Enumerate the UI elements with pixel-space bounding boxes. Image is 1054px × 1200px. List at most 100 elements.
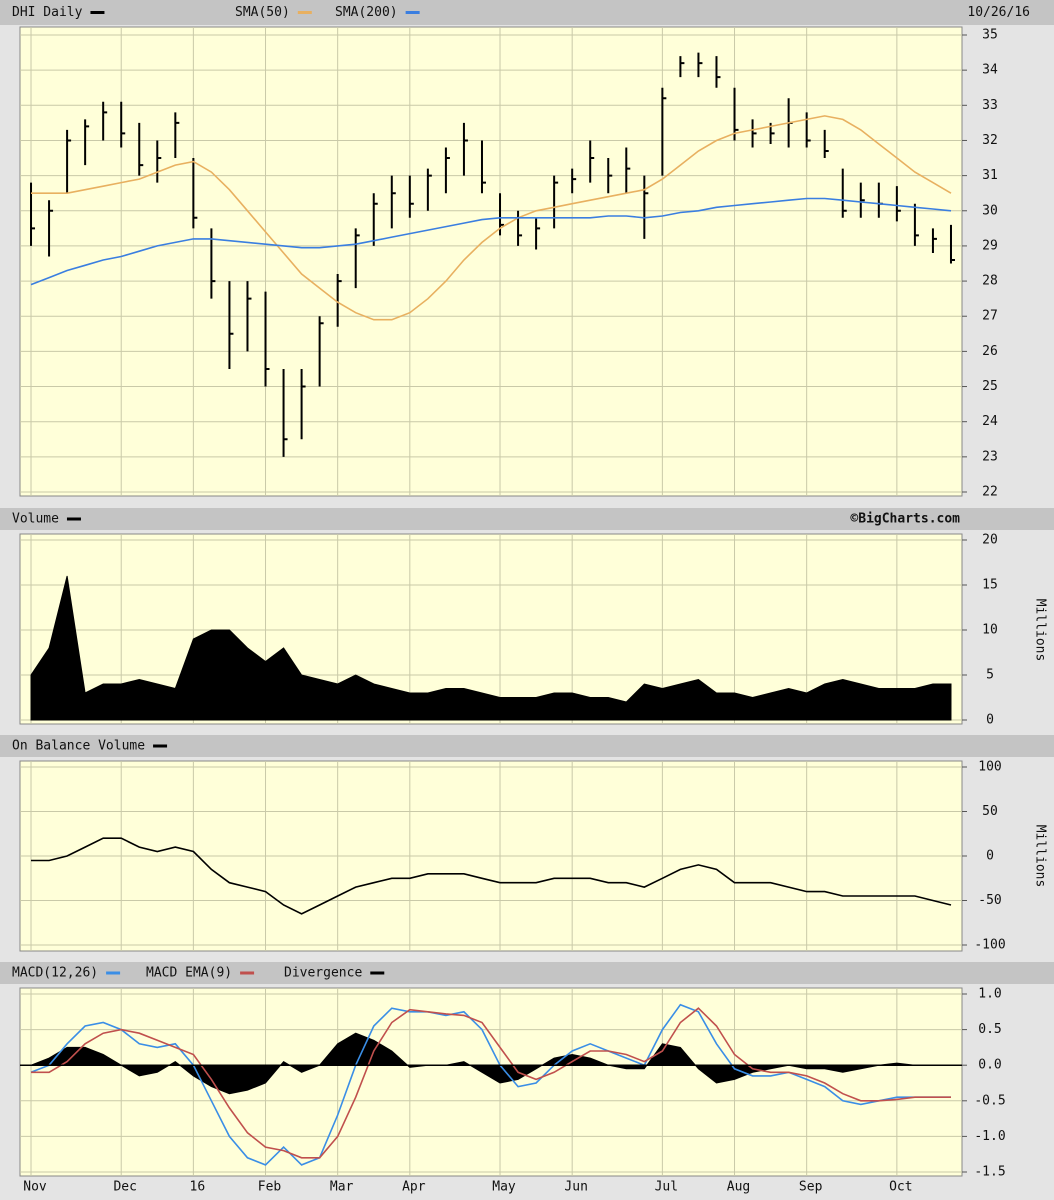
price-bar	[480, 140, 486, 194]
price-bar	[264, 291, 270, 387]
price-bar	[841, 168, 847, 218]
price-bar	[354, 228, 360, 289]
price-bar	[895, 186, 901, 222]
series-area	[30, 575, 952, 721]
x-tick-label: Jul	[655, 1180, 678, 1195]
y-tick-label: 0	[986, 713, 994, 728]
x-tick-label: Aug	[727, 1180, 750, 1195]
price-bar	[733, 87, 739, 141]
legend-label: MACD EMA(9)	[146, 966, 232, 981]
series-line	[31, 837, 952, 915]
price-bar	[823, 129, 829, 159]
price-bar	[517, 210, 523, 246]
price-bar	[210, 228, 216, 299]
y-tick-label: 27	[982, 309, 998, 324]
y-tick-label: -100	[974, 938, 1005, 953]
y-tick-label: 5	[986, 668, 994, 683]
y-tick-label: 1.0	[978, 987, 1001, 1002]
legend-label: Volume	[12, 512, 59, 527]
y-tick-label: -1.5	[974, 1165, 1005, 1180]
price-bar	[390, 175, 396, 229]
price-bar	[949, 224, 955, 264]
price-bar	[282, 368, 288, 457]
y-tick-label: 0.0	[978, 1058, 1001, 1073]
panel-header	[0, 962, 1054, 984]
price-bar	[246, 281, 252, 352]
price-bar	[571, 168, 577, 194]
y-tick-label: -50	[978, 893, 1001, 908]
y-axis-label: Millions	[1033, 825, 1048, 888]
y-tick-label: 35	[982, 28, 998, 43]
y-tick-label: 22	[982, 485, 998, 500]
price-bar	[66, 129, 72, 194]
series-area	[30, 1032, 951, 1095]
price-bar	[228, 281, 234, 369]
price-bar	[661, 87, 667, 176]
x-tick-label: Dec	[113, 1180, 136, 1195]
price-bar	[336, 274, 342, 327]
price-bar	[120, 101, 126, 148]
price-bar	[102, 101, 108, 141]
price-bar	[751, 119, 757, 148]
price-bar	[156, 140, 162, 183]
price-bar	[408, 175, 414, 218]
panel-header	[0, 0, 1054, 25]
price-bar	[715, 56, 721, 88]
price-bar	[697, 52, 703, 78]
legend-label: SMA(200)	[335, 5, 398, 20]
price-bar	[174, 112, 180, 159]
y-tick-label: 15	[982, 578, 998, 593]
price-bar	[300, 368, 306, 440]
plot-area	[19, 26, 963, 497]
price-bar	[859, 182, 865, 218]
price-bar	[138, 122, 144, 176]
chart-date: 10/26/16	[967, 5, 1030, 20]
price-bar	[535, 217, 541, 250]
price-bar	[84, 119, 90, 166]
plot-area	[19, 987, 963, 1177]
price-bar	[192, 158, 198, 229]
price-bar	[462, 122, 468, 176]
panel-header	[0, 735, 1054, 757]
y-tick-label: 100	[978, 760, 1001, 775]
watermark: ©BigCharts.com	[850, 512, 960, 527]
series-line	[31, 1007, 951, 1159]
y-tick-label: 26	[982, 344, 998, 359]
price-bar	[444, 147, 450, 194]
y-tick-label: 30	[982, 203, 998, 218]
price-bar	[426, 168, 432, 211]
y-tick-label: 24	[982, 414, 998, 429]
series-line	[31, 115, 952, 321]
x-tick-label: Sep	[799, 1180, 823, 1195]
price-bar	[805, 112, 811, 148]
y-tick-label: 29	[982, 238, 998, 253]
series-line	[30, 197, 952, 286]
legend-label: MACD(12,26)	[12, 966, 98, 981]
y-tick-label: 10	[982, 623, 998, 638]
price-bar	[553, 175, 559, 229]
price-bar	[679, 56, 685, 78]
panel-header	[0, 508, 1054, 530]
x-tick-label: Oct	[889, 1180, 912, 1195]
price-bar	[913, 203, 919, 246]
y-tick-label: 0	[986, 849, 994, 864]
x-tick-label: Jun	[564, 1180, 587, 1195]
y-tick-label: 33	[982, 98, 998, 113]
x-tick-label: Mar	[330, 1180, 354, 1195]
price-bar	[643, 175, 649, 239]
y-axis-label: Millions	[1033, 599, 1048, 662]
legend-label: SMA(50)	[235, 5, 290, 20]
price-bar	[589, 140, 595, 183]
x-tick-label: Nov	[23, 1180, 47, 1195]
y-tick-label: 0.5	[978, 1022, 1001, 1037]
y-tick-label: 28	[982, 274, 998, 289]
price-bar	[625, 147, 631, 194]
y-tick-label: 25	[982, 379, 998, 394]
legend-label: DHI Daily	[12, 5, 83, 20]
y-tick-label: 23	[982, 449, 998, 464]
x-tick-label: May	[492, 1180, 516, 1195]
legend-label: Divergence	[284, 966, 362, 981]
y-tick-label: 34	[982, 63, 998, 78]
